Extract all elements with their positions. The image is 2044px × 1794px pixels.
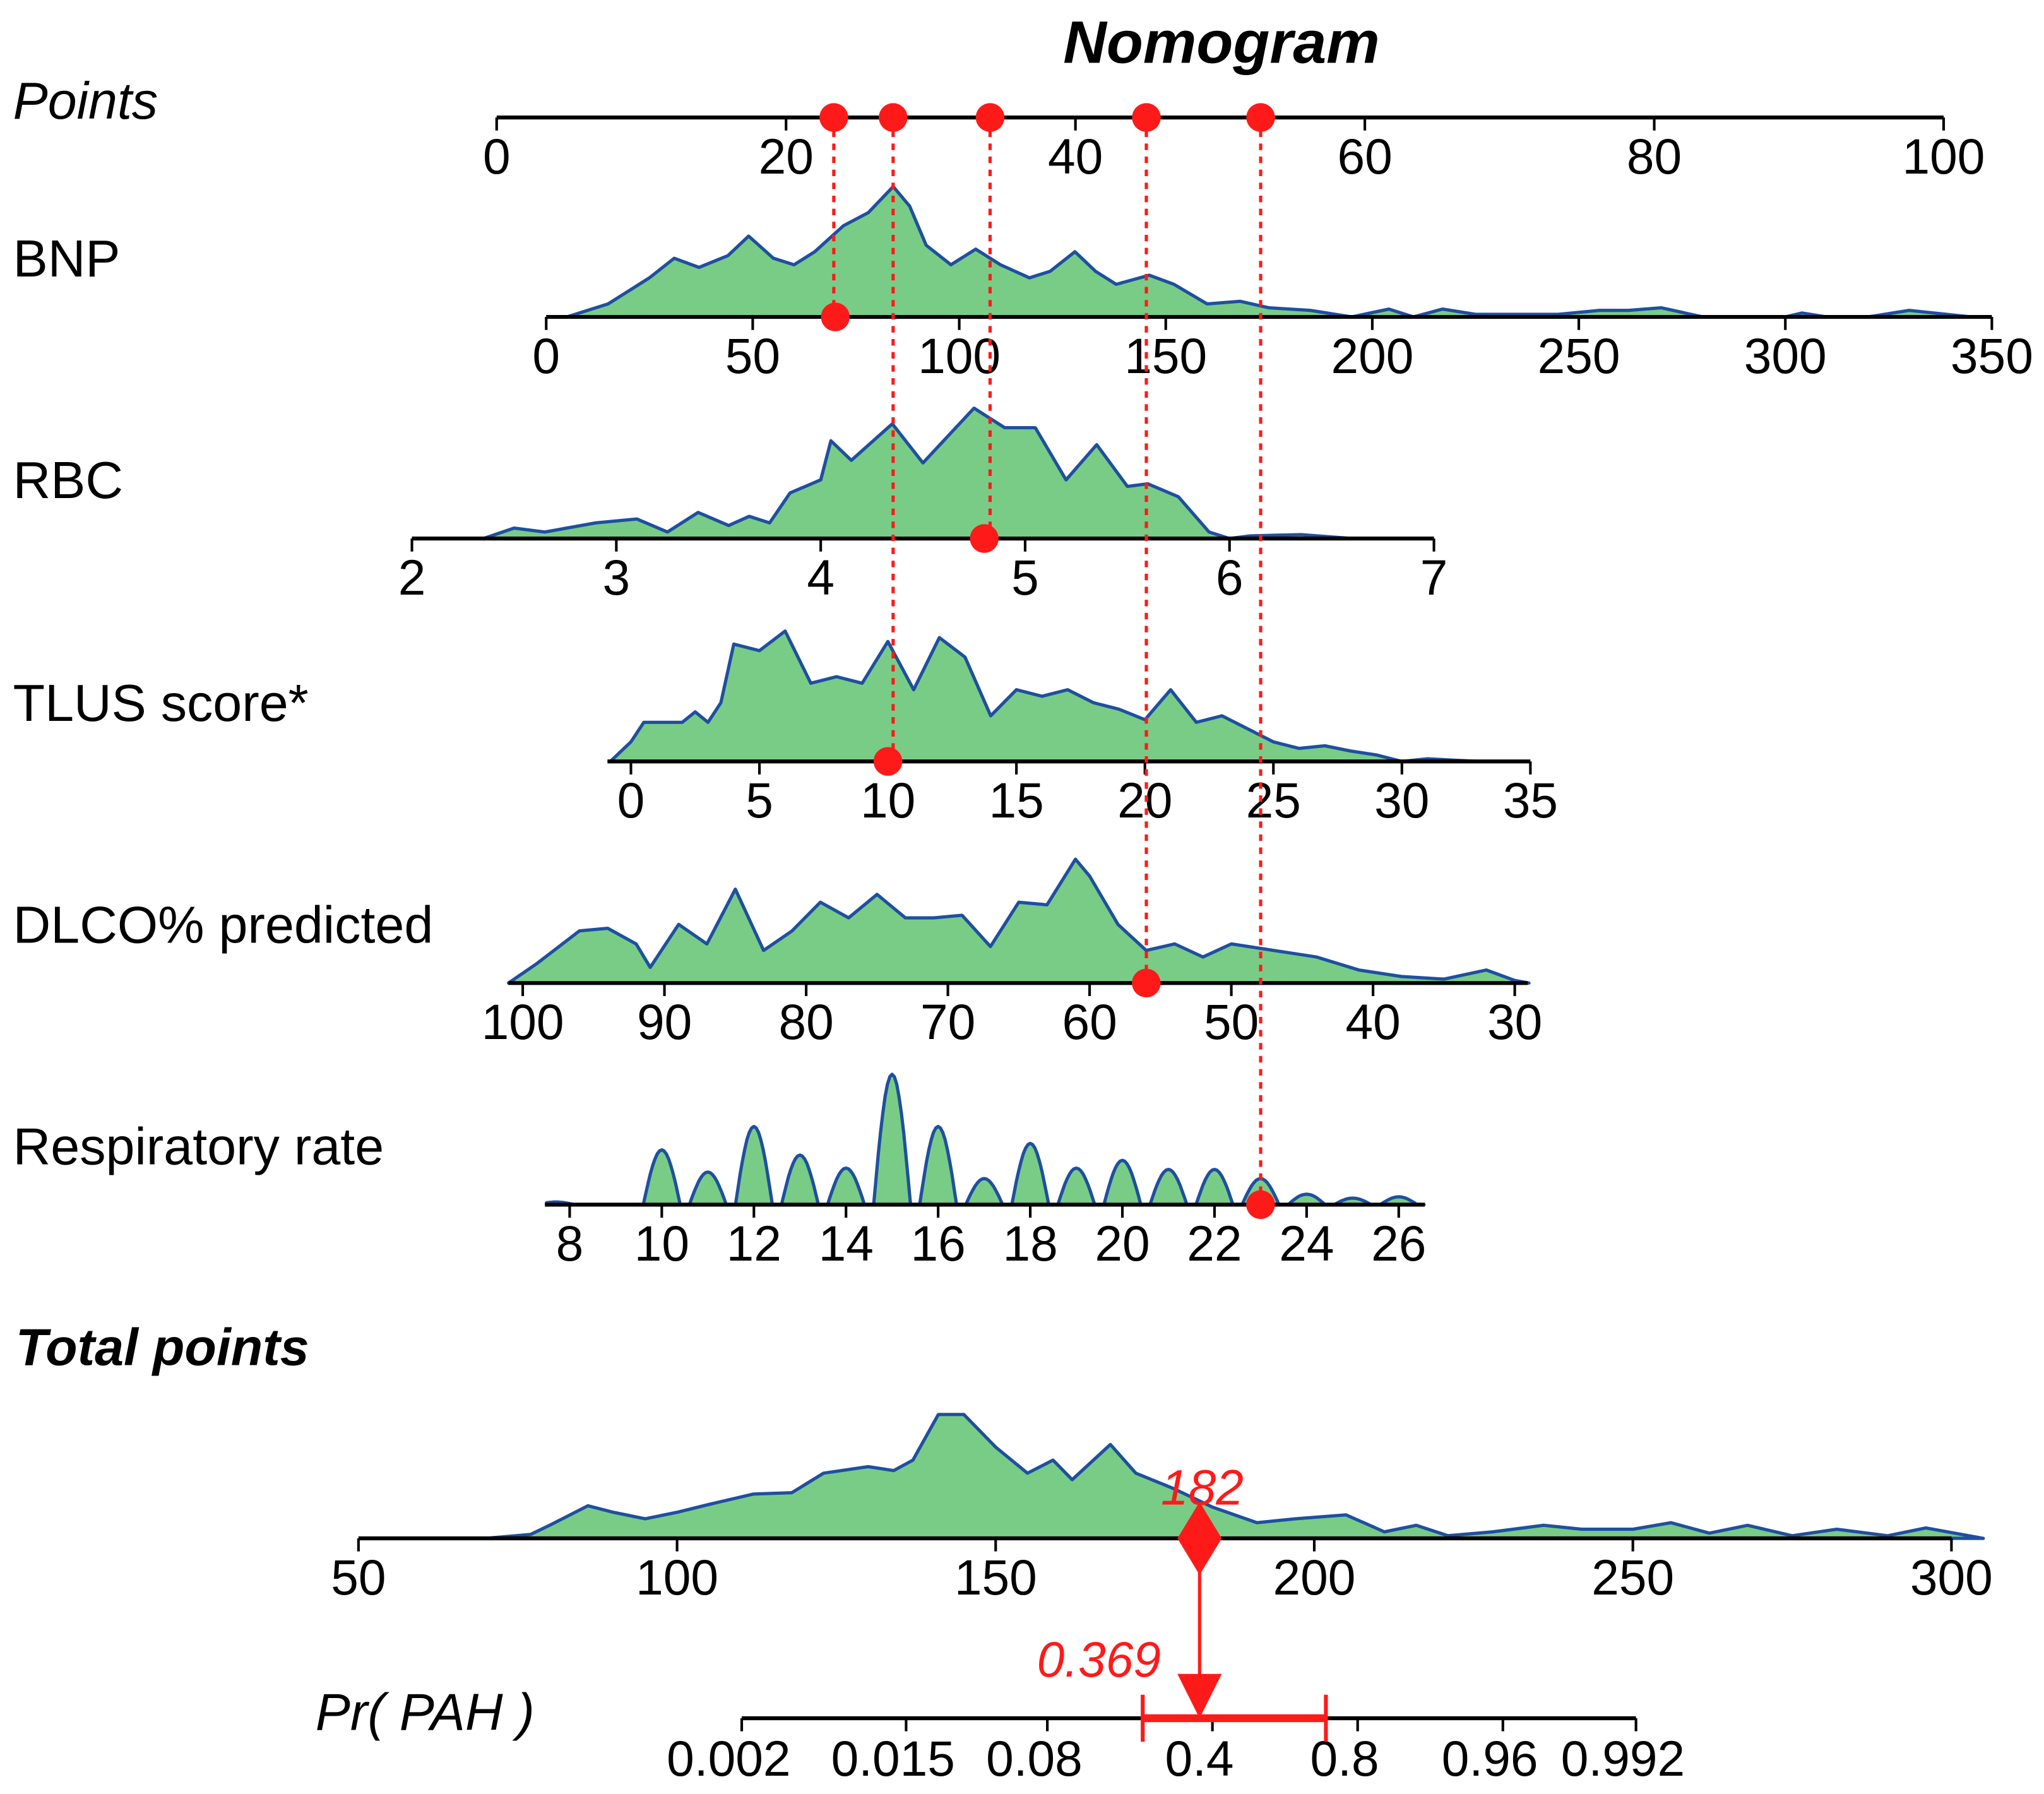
var2-tick-label: 15 xyxy=(989,773,1044,828)
total-points-value: 182 xyxy=(1161,1459,1244,1515)
var0-tick-label: 50 xyxy=(725,328,780,384)
value-marker xyxy=(873,747,903,776)
points-tick-label: 60 xyxy=(1337,129,1392,184)
density-var2 xyxy=(609,629,1481,763)
density-var4 xyxy=(545,1072,1426,1206)
var3-tick-label: 80 xyxy=(778,994,833,1050)
var3-tick-label: 50 xyxy=(1204,994,1259,1050)
value-marker xyxy=(1132,968,1161,998)
points-tick-label: 100 xyxy=(1903,129,1985,184)
density-var3 xyxy=(506,857,1531,985)
var0-tick-label: 0 xyxy=(532,328,560,384)
variable-label: DLCO% predicted xyxy=(13,895,434,954)
value-marker xyxy=(821,302,850,331)
probability-value: 0.369 xyxy=(1037,1632,1161,1687)
var1-tick-label: 3 xyxy=(603,550,631,605)
prob-tick-label: 0.002 xyxy=(667,1731,790,1786)
var4-tick-label: 26 xyxy=(1371,1216,1426,1271)
var4-tick-label: 18 xyxy=(1002,1216,1057,1271)
arrow-head-icon xyxy=(1177,1673,1222,1718)
probability-label: Pr( PAH ) xyxy=(316,1683,535,1742)
density-total-points xyxy=(484,1413,1985,1540)
points-marker xyxy=(879,103,908,132)
points-marker xyxy=(819,103,848,132)
variable-label: BNP xyxy=(13,229,121,288)
var2-tick-label: 0 xyxy=(617,773,645,828)
var4-tick-label: 8 xyxy=(556,1216,584,1271)
var3-tick-label: 40 xyxy=(1345,994,1400,1050)
chart-title: Nomogram xyxy=(1063,9,1379,76)
var4-tick-label: 14 xyxy=(819,1216,874,1271)
var3-tick-label: 90 xyxy=(637,994,692,1050)
value-marker xyxy=(970,524,999,553)
total-tick-label: 200 xyxy=(1273,1550,1356,1605)
prob-tick-label: 0.015 xyxy=(831,1731,955,1786)
variable-label: RBC xyxy=(13,451,123,509)
points-label: Points xyxy=(13,71,158,130)
var4-tick-label: 12 xyxy=(727,1216,781,1271)
var0-tick-label: 200 xyxy=(1331,328,1413,384)
var4-tick-label: 10 xyxy=(634,1216,689,1271)
var2-tick-label: 35 xyxy=(1503,773,1558,828)
variable-label: TLUS score* xyxy=(13,674,309,732)
var2-tick-label: 25 xyxy=(1246,773,1301,828)
var1-tick-label: 4 xyxy=(807,550,835,605)
var4-tick-label: 24 xyxy=(1279,1216,1334,1271)
var0-tick-label: 250 xyxy=(1538,328,1620,384)
total-points-label: Total points xyxy=(16,1317,309,1376)
points-tick-label: 40 xyxy=(1048,129,1103,184)
total-tick-label: 50 xyxy=(331,1550,386,1605)
var1-tick-label: 6 xyxy=(1216,550,1244,605)
density-var0 xyxy=(565,184,1973,319)
prob-tick-label: 0.992 xyxy=(1561,1731,1685,1786)
points-marker xyxy=(1132,103,1161,132)
var1-tick-label: 2 xyxy=(398,550,426,605)
density-var1 xyxy=(482,407,1354,540)
points-marker xyxy=(1246,103,1275,132)
points-tick-label: 80 xyxy=(1627,129,1682,184)
var0-tick-label: 150 xyxy=(1124,328,1207,384)
var2-tick-label: 5 xyxy=(746,773,773,828)
var3-tick-label: 100 xyxy=(482,994,564,1050)
points-tick-label: 0 xyxy=(483,129,511,184)
var4-tick-label: 22 xyxy=(1187,1216,1242,1271)
points-marker xyxy=(975,103,1005,132)
total-tick-label: 300 xyxy=(1910,1550,1993,1605)
total-tick-label: 100 xyxy=(636,1550,718,1605)
var4-tick-label: 20 xyxy=(1095,1216,1150,1271)
var2-tick-label: 30 xyxy=(1374,773,1429,828)
prob-tick-label: 0.4 xyxy=(1165,1731,1233,1786)
var1-tick-label: 7 xyxy=(1420,550,1448,605)
var0-tick-label: 350 xyxy=(1951,328,2033,384)
var3-tick-label: 30 xyxy=(1487,994,1542,1050)
var1-tick-label: 5 xyxy=(1011,550,1039,605)
value-marker xyxy=(1246,1190,1275,1220)
var2-tick-label: 10 xyxy=(860,773,915,828)
var0-tick-label: 100 xyxy=(918,328,1001,384)
points-tick-label: 20 xyxy=(759,129,814,184)
var3-tick-label: 70 xyxy=(920,994,975,1050)
prob-tick-label: 0.8 xyxy=(1310,1731,1379,1786)
variable-label: Respiratory rate xyxy=(13,1117,384,1175)
var0-tick-label: 300 xyxy=(1744,328,1827,384)
var3-tick-label: 60 xyxy=(1062,994,1117,1050)
prob-tick-label: 0.08 xyxy=(986,1731,1083,1786)
total-tick-label: 150 xyxy=(954,1550,1037,1605)
var4-tick-label: 16 xyxy=(911,1216,966,1271)
prob-tick-label: 0.96 xyxy=(1442,1731,1538,1786)
total-tick-label: 250 xyxy=(1591,1550,1674,1605)
